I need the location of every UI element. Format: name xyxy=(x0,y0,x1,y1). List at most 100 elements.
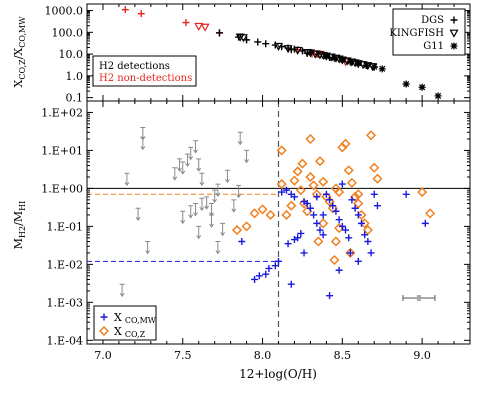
bottom-point-plus xyxy=(345,234,353,242)
bottom-point-uplimit xyxy=(188,205,194,219)
bottom-point-uplimit xyxy=(212,189,218,204)
legend-xco-mw-sub: CO,MW xyxy=(125,316,157,325)
legend-marker-diamond xyxy=(98,325,110,337)
bottom-point-diamond xyxy=(276,145,287,156)
bottom-point-uplimit xyxy=(135,207,141,222)
bottom-y-tick-label: 1.E-01 xyxy=(47,220,83,233)
bottom-point-uplimit xyxy=(199,172,205,187)
bottom-point-uplimit xyxy=(215,240,221,255)
bottom-point-diamond xyxy=(372,173,383,184)
bottom-point-plus xyxy=(300,198,308,206)
bottom-point-diamond xyxy=(350,191,361,202)
legend-dgs-label: DGS xyxy=(421,15,444,26)
top-point-asterisk xyxy=(330,54,338,62)
bottom-point-plus xyxy=(354,211,362,219)
bottom-point-plus xyxy=(338,180,346,188)
bottom-point-plus xyxy=(290,193,298,201)
bottom-point-plus xyxy=(310,211,318,219)
bottom-point-uplimit xyxy=(193,140,199,154)
bottom-ylabel-sub2: HI xyxy=(18,201,27,211)
top-ylabel-sep: /X xyxy=(12,48,25,60)
legend-kingfish-label: KINGFISH xyxy=(389,28,444,39)
bottom-point-diamond xyxy=(327,203,338,214)
legend-marker-plus xyxy=(100,313,108,321)
bottom-point-plus xyxy=(319,211,327,219)
top-point-asterisk xyxy=(346,57,354,65)
bottom-legend: X CO,MW X CO,Z xyxy=(93,305,157,341)
legend-h2-non-detections: H2 non-detections xyxy=(99,73,192,84)
legend-marker-asterisk xyxy=(450,42,458,50)
bottom-point-uplimit xyxy=(208,214,214,228)
top-legend-left-box xyxy=(92,55,197,87)
bottom-point-plus xyxy=(287,280,295,288)
bottom-point-diamond xyxy=(314,156,326,167)
bottom-point-plus xyxy=(313,193,321,201)
x-tick-label: 7.5 xyxy=(174,349,192,362)
legend-marker-triangle xyxy=(449,29,459,38)
bottom-point-plus xyxy=(262,270,270,278)
legend-xco-z-label: X CO,Z xyxy=(114,325,146,339)
bottom-point-uplimit xyxy=(145,240,151,255)
bottom-point-diamond xyxy=(318,218,329,229)
x-tick-label: 8.0 xyxy=(254,349,272,362)
bottom-point-uplimit xyxy=(180,210,186,225)
bottom-point-uplimit xyxy=(124,172,130,187)
top-y-tick-label: 100.0 xyxy=(52,26,84,39)
bottom-point-diamond xyxy=(337,142,348,153)
bottom-y-tick-label: 1.E+00 xyxy=(41,182,83,195)
top-point-asterisk xyxy=(402,80,410,88)
x-tick-label: 9.0 xyxy=(413,349,431,362)
bottom-point-plus xyxy=(326,292,334,300)
bottom-point-diamond xyxy=(292,166,303,177)
bottom-point-uplimit xyxy=(224,169,230,184)
bottom-point-diamond xyxy=(417,187,428,198)
bottom-point-uplimit xyxy=(172,167,178,181)
legend-g11-label: G11 xyxy=(423,41,444,52)
bottom-point-diamond xyxy=(265,209,276,221)
bottom-point-diamond xyxy=(369,162,380,173)
top-point-triangle xyxy=(310,50,320,59)
bottom-point-diamond xyxy=(308,180,319,191)
top-point-triangle xyxy=(200,23,210,32)
top-y-axis-label: XCO,Z/XCO,MW xyxy=(12,16,27,88)
bottom-point-diamond xyxy=(340,138,351,149)
bottom-point-plus xyxy=(300,249,308,257)
bottom-point-diamond xyxy=(241,221,252,232)
top-y-tick-label: 1000.0 xyxy=(45,5,84,18)
top-point-asterisk xyxy=(434,92,442,100)
bottom-point-plus xyxy=(278,188,286,196)
bottom-y-tick-label: 1.E+01 xyxy=(41,144,83,157)
top-y-tick-label: 10.0 xyxy=(59,48,84,61)
top-legend-samples: DGS KINGFISH G11 xyxy=(389,8,466,56)
bottom-point-uplimit xyxy=(215,183,221,197)
error-bar-center xyxy=(416,295,421,301)
bottom-point-diamond xyxy=(289,175,300,186)
bottom-point-plus xyxy=(265,264,273,272)
x-tick-label: 7.0 xyxy=(94,349,112,362)
bottom-point-plus xyxy=(282,186,290,194)
bottom-point-plus xyxy=(319,231,327,239)
bottom-point-plus xyxy=(294,234,302,242)
bottom-point-plus xyxy=(238,237,246,245)
bottom-y-tick-label: 1.E-03 xyxy=(47,296,83,309)
error-bar xyxy=(402,295,436,302)
bottom-point-plus xyxy=(284,240,292,248)
top-point-plus xyxy=(262,40,270,48)
bottom-point-plus xyxy=(316,226,324,234)
bottom-point-diamond xyxy=(305,171,316,183)
top-point-asterisk xyxy=(370,63,378,71)
top-point-triangle xyxy=(293,46,303,55)
bottom-point-uplimit xyxy=(180,161,186,175)
bottom-y-axis-label: MH2/MHI xyxy=(12,201,27,249)
bottom-point-diamond xyxy=(286,200,297,211)
bottom-point-plus xyxy=(367,249,375,257)
top-point-plus xyxy=(121,6,129,14)
bottom-point-uplimit xyxy=(237,131,243,146)
bottom-point-diamond xyxy=(305,133,316,145)
top-legend-detections: H2 detections H2 non-detections xyxy=(92,55,197,87)
top-point-asterisk xyxy=(418,83,426,91)
bottom-reference-lines xyxy=(87,101,470,344)
legend-h2-detections: H2 detections xyxy=(99,61,170,72)
bottom-point-diamond xyxy=(295,185,306,196)
